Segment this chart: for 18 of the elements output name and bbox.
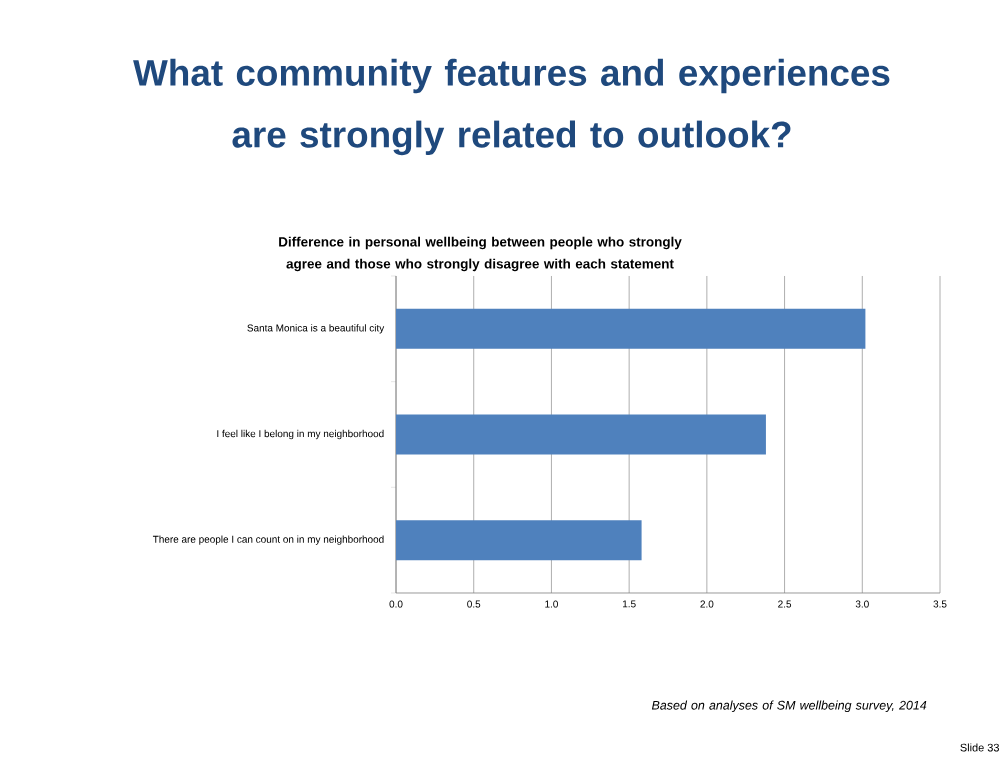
chart-subtitle: Difference in personal wellbeing between people who strongly agree and those who strongly disagree with each statement: [279, 236, 682, 272]
bar: [396, 414, 766, 455]
bar: [396, 308, 866, 349]
chart-title: What community features and experiences are strongly related to outlook?: [133, 58, 890, 156]
text: Based on analyses of SM wellbeing survey, 2014: [651, 700, 927, 713]
x-tick-label: 0.0: [389, 600, 403, 608]
y-tick-label: There are people I can count on in my neighborhood: [152, 535, 384, 545]
y-tick-label: Santa Monica is a beautiful city: [247, 324, 385, 334]
x-tick-label: 0.5: [467, 600, 481, 608]
x-tick-label: 3.5: [933, 600, 947, 608]
y-tick-label: I feel like I belong in my neighborhood: [217, 429, 384, 440]
x-tick-label: 3.0: [855, 600, 869, 608]
x-tick-label: 2.0: [700, 600, 714, 608]
x-tick-label: 1.5: [622, 600, 636, 608]
text: Slide 33: [960, 743, 999, 752]
bar: [396, 520, 642, 561]
x-tick-label: 1.0: [545, 600, 558, 608]
x-tick-label: 2.5: [778, 600, 792, 608]
